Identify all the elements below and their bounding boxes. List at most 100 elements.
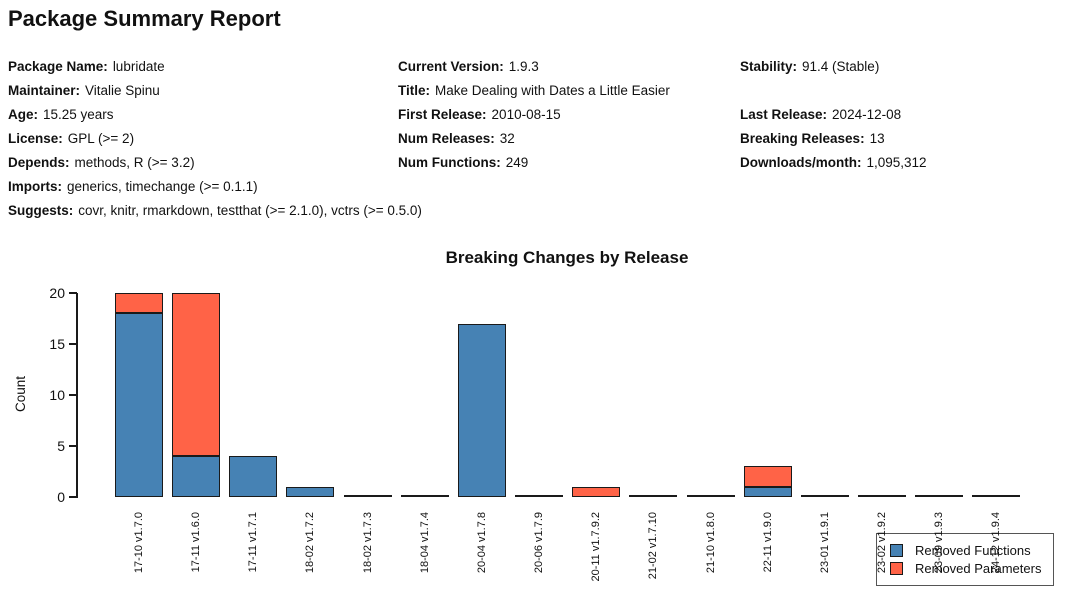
bar-segment-removed-parameters	[572, 486, 621, 497]
field-label: Num Releases:	[398, 131, 495, 146]
x-tick-label: 24-12 v1.9.4	[990, 512, 1003, 574]
x-tick-label: 21-02 v1.7.10	[647, 512, 660, 580]
field-license: License: GPL (>= 2)	[8, 127, 422, 151]
field-last-release: Last Release: 2024-12-08	[740, 103, 927, 127]
y-tick-label: 15	[49, 336, 65, 352]
y-tick-label: 5	[57, 438, 65, 454]
bar-segment-removed-functions	[115, 313, 163, 497]
field-maintainer: Maintainer: Vitalie Spinu	[8, 79, 422, 103]
field-label: Age:	[8, 107, 38, 122]
y-tick-label: 20	[49, 285, 65, 301]
field-label: Downloads/month:	[740, 155, 862, 170]
field-value: 1,095,312	[866, 155, 927, 170]
chart-title: Breaking Changes by Release	[445, 248, 689, 267]
header-column-1: Package Name: lubridate Maintainer: Vitali…	[8, 55, 422, 223]
field-value: 2010-08-15	[491, 107, 561, 122]
page-title: Package Summary Report	[8, 6, 281, 31]
field-value: 91.4 (Stable)	[802, 59, 880, 74]
bar-zero	[915, 495, 964, 497]
x-tick-label: 17-10 v1.7.0	[133, 512, 145, 574]
x-tick-label: 18-02 v1.7.2	[304, 512, 317, 574]
field-label: Title:	[398, 83, 431, 98]
x-tick-label: 23-02 v1.9.2	[875, 512, 888, 574]
bar-zero	[972, 495, 1021, 497]
field-label: Breaking Releases:	[740, 131, 865, 146]
x-tick-label: 18-04 v1.7.4	[418, 512, 431, 574]
field-value: 15.25 years	[43, 107, 114, 122]
field-value: Vitalie Spinu	[85, 83, 160, 98]
field-current-version: Current Version: 1.9.3	[398, 55, 670, 79]
header-column-2: Current Version: 1.9.3 Title: Make Dealing…	[398, 55, 670, 175]
field-label: Package Name:	[8, 59, 108, 74]
legend-label: Removed Functions	[915, 543, 1031, 558]
field-value: GPL (>= 2)	[67, 131, 135, 146]
field-value: covr, knitr, rmarkdown, testthat (>= 2.1…	[78, 203, 422, 218]
y-tick-mark	[69, 343, 77, 345]
legend-swatch-removed-parameters	[890, 562, 903, 575]
field-depends: Depends: methods, R (>= 3.2)	[8, 151, 422, 175]
field-package-name: Package Name: lubridate	[8, 55, 422, 79]
bar-zero	[629, 495, 678, 497]
legend-label: Removed Parameters	[915, 561, 1042, 576]
field-stability: Stability: 91.4 (Stable)	[740, 55, 927, 79]
header-column-3: Stability: 91.4 (Stable) Last Release: 202…	[740, 55, 927, 175]
field-label: Current Version:	[398, 59, 504, 74]
field-label: Last Release:	[740, 107, 828, 122]
field-num-functions: Num Functions: 249	[398, 151, 670, 175]
bar-segment-removed-parameters	[743, 466, 792, 487]
legend: Removed Functions Removed Parameters	[876, 533, 1054, 586]
x-tick-label: 23-09 v1.9.3	[933, 512, 946, 574]
field-value: 32	[499, 131, 515, 146]
bar-segment-removed-functions	[172, 456, 221, 497]
bar-segment-removed-functions	[743, 486, 792, 497]
field-label: Suggests:	[8, 203, 74, 218]
field-first-release: First Release: 2010-08-15	[398, 103, 670, 127]
field-num-releases: Num Releases: 32	[398, 127, 670, 151]
x-tick-label: 18-02 v1.7.3	[361, 512, 374, 574]
y-tick-mark	[69, 292, 77, 294]
x-tick-label: 20-06 v1.7.9	[533, 512, 546, 574]
field-value: Make Dealing with Dates a Little Easier	[435, 83, 670, 98]
y-tick-mark	[69, 445, 77, 447]
bar-zero	[686, 495, 735, 497]
bar-segment-removed-parameters	[172, 293, 221, 457]
field-value: methods, R (>= 3.2)	[74, 155, 195, 170]
x-tick-label: 17-11 v1.6.0	[190, 512, 203, 573]
field-label: Imports:	[8, 179, 62, 194]
y-tick-label: 0	[57, 489, 65, 505]
legend-item-removed-functions: Removed Functions	[890, 542, 1043, 559]
x-tick-label: 20-04 v1.7.8	[475, 512, 488, 574]
field-label: Maintainer:	[8, 83, 81, 98]
field-label: Stability:	[740, 59, 798, 74]
bar-zero	[343, 495, 392, 497]
bar-segment-removed-functions	[286, 486, 335, 497]
field-value: lubridate	[112, 59, 165, 74]
bar-segment-removed-parameters	[115, 293, 163, 314]
x-tick-label: 21-10 v1.8.0	[704, 512, 717, 574]
y-tick-mark	[69, 394, 77, 396]
field-downloads-month: Downloads/month: 1,095,312	[740, 151, 927, 175]
x-tick-label: 23-01 v1.9.1	[818, 512, 831, 574]
bar-zero	[400, 495, 449, 497]
y-tick-mark	[69, 496, 77, 498]
bar-segment-removed-functions	[229, 456, 278, 497]
field-value: 2024-12-08	[832, 107, 902, 122]
field-spacer	[740, 79, 927, 103]
x-tick-label: 22-11 v1.9.0	[761, 512, 774, 573]
x-tick-label: 20-11 v1.7.9.2	[590, 512, 603, 582]
field-label: First Release:	[398, 107, 487, 122]
field-title: Title: Make Dealing with Dates a Little E…	[398, 79, 670, 103]
field-label: Num Functions:	[398, 155, 501, 170]
y-tick-label: 10	[49, 387, 65, 403]
bar-segment-removed-functions	[457, 323, 506, 497]
field-value: 1.9.3	[508, 59, 539, 74]
field-value: 13	[869, 131, 885, 146]
field-suggests: Suggests: covr, knitr, rmarkdown, testtha…	[8, 199, 422, 223]
field-value: generics, timechange (>= 0.1.1)	[67, 179, 258, 194]
field-imports: Imports: generics, timechange (>= 0.1.1)	[8, 175, 422, 199]
field-label: License:	[8, 131, 63, 146]
field-value: 249	[505, 155, 529, 170]
field-age: Age: 15.25 years	[8, 103, 422, 127]
bar-zero	[857, 495, 906, 497]
bar-zero	[515, 495, 564, 497]
